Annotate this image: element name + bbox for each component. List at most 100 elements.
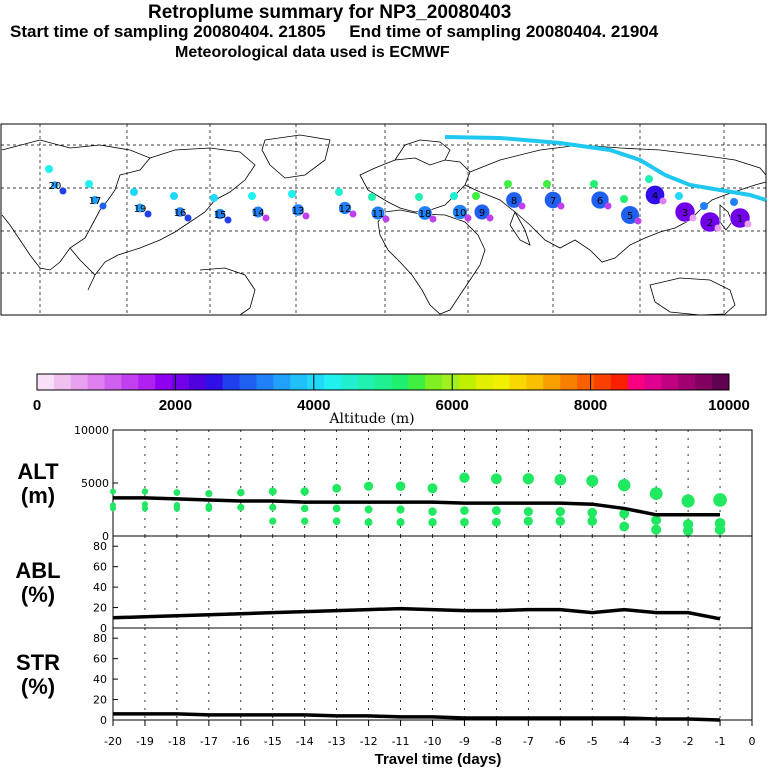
x-tick-label: -1 [715, 735, 726, 748]
plume-track [444, 135, 767, 202]
x-tick-label: -15 [264, 735, 282, 748]
meteorological-data: Meteorological data used is ECMWF [175, 44, 450, 61]
panel-str: 80 60 40 20 0 STR(%) [16, 627, 753, 727]
colorbar-cell [323, 374, 342, 390]
plume-day-label: 11 [372, 209, 385, 220]
altitude-cluster-point [523, 516, 533, 526]
altitude-cluster-point [300, 504, 309, 513]
colorbar-cell [627, 374, 646, 390]
altitude-cluster-point [205, 490, 213, 498]
altitude-cluster-point [714, 524, 726, 535]
altitude-cluster-point [651, 515, 662, 526]
high-altitude-track [444, 135, 767, 202]
colorbar-cell [442, 374, 460, 390]
plume-upper-cluster [700, 202, 708, 210]
colorbar-cell [104, 374, 122, 390]
colorbar-cell [509, 374, 527, 390]
altitude-cluster-point [364, 505, 373, 514]
colorbar-cell [256, 374, 274, 390]
plume-lower-cluster [144, 210, 152, 218]
map-gridlines [1, 124, 766, 315]
x-tick-label: -2 [683, 735, 694, 748]
colorbar-cell [239, 374, 257, 390]
altitude-cluster-point [460, 517, 469, 527]
panel-frame [112, 627, 753, 721]
colorbar-cell [661, 374, 679, 390]
x-tick-label: -18 [168, 735, 186, 748]
plume-centroid [174, 206, 186, 218]
altitude-cluster-point [173, 502, 181, 509]
plume-lower-cluster [557, 202, 565, 210]
coastlines [1, 134, 767, 316]
plume-centroid [590, 190, 610, 210]
plume-lower-cluster [486, 214, 494, 222]
plume-day-label: 17 [89, 196, 102, 207]
altitude-cluster-point [587, 516, 598, 526]
colorbar-cell [155, 374, 173, 390]
plume-upper-cluster [288, 190, 296, 198]
x-tick-label: -5 [587, 735, 598, 748]
altitude-colorbar: 0 2000 4000 6000 8000 10000 Altitude (m) [33, 373, 750, 427]
plume-centroid [505, 191, 523, 209]
colorbar-cell [53, 374, 72, 390]
plume-lower-cluster [464, 214, 472, 222]
time-series-panels: 1000050000ALT(m)806040200ABL(%)806040200… [15, 424, 753, 727]
plume-lower-cluster [744, 220, 752, 228]
colorbar-cell [408, 374, 426, 390]
colorbar-cell [526, 374, 544, 390]
panel-label: ABL [15, 558, 60, 583]
altitude-cluster-point [237, 488, 245, 497]
plume-centroid [620, 205, 640, 225]
x-tick-label: -7 [523, 735, 534, 748]
altitude-cluster-point [205, 502, 213, 510]
plume-upper-cluster [543, 180, 551, 188]
altitude-cluster-point [460, 506, 469, 515]
plume-centroid [417, 205, 433, 221]
plume-upper-cluster [335, 188, 343, 196]
colorbar-cell [37, 374, 55, 390]
x-tick-label: -14 [296, 735, 314, 748]
panel-unit: (%) [21, 582, 55, 607]
y-tick-label: 80 [93, 540, 107, 553]
plume-centroid [452, 204, 468, 220]
plume-day-label: 13 [292, 206, 305, 217]
series-line-str [113, 712, 721, 722]
plume-centroids: 20 17 19 16 15 14 13 12 11 18 10 9 8 7 6 5 4 3 2 1 [45, 165, 752, 233]
altitude-cluster-point [651, 524, 662, 535]
plume-upper-cluster [645, 175, 653, 183]
plume-centroid [473, 203, 491, 221]
plume-lower-cluster [518, 202, 526, 210]
plume-upper-cluster [45, 165, 53, 173]
page-title: Retroplume summary for NP3_20080403 [148, 2, 512, 23]
plume-day-label: 20 [49, 181, 62, 192]
colorbar-cell [172, 374, 190, 390]
altitude-cluster-point [269, 517, 277, 525]
colorbar-cell [340, 374, 359, 390]
altitude-cluster-point [649, 487, 663, 500]
y-tick-label: 0 [100, 622, 107, 635]
panel-alt: 10000 5000 0 ALT(m) [17, 424, 753, 543]
altitude-cluster-point [586, 474, 599, 487]
plume-lower-cluster [634, 217, 642, 225]
y-tick-label: 0 [100, 714, 107, 727]
colorbar-cell [644, 374, 662, 390]
altitude-cluster-point [364, 518, 373, 527]
plume-day-label: 4 [652, 191, 658, 202]
plume-day-label: 15 [214, 210, 227, 221]
altitude-cluster-point [491, 506, 501, 515]
colorbar-cell [610, 374, 629, 390]
altitude-cluster-point [523, 507, 533, 517]
colorbar-tick-label: 6000 [436, 397, 469, 414]
panel-abl: 80 60 40 20 0 ABL(%) [15, 535, 753, 635]
plume-day-label: 12 [339, 204, 352, 215]
colorbar-tick-label: 10000 [708, 397, 750, 414]
plume-day-label: 2 [707, 218, 713, 229]
plume-day-label: 9 [479, 208, 485, 219]
altitude-cluster-point [173, 489, 181, 496]
x-axis: Travel time (days) -20 -19 -18 -17 -16 -15 -14… [104, 720, 756, 768]
x-tick-label: -9 [459, 735, 470, 748]
x-tick-label: 0 [749, 735, 756, 748]
altitude-cluster-point [269, 503, 277, 511]
x-tick-label: -3 [651, 735, 662, 748]
